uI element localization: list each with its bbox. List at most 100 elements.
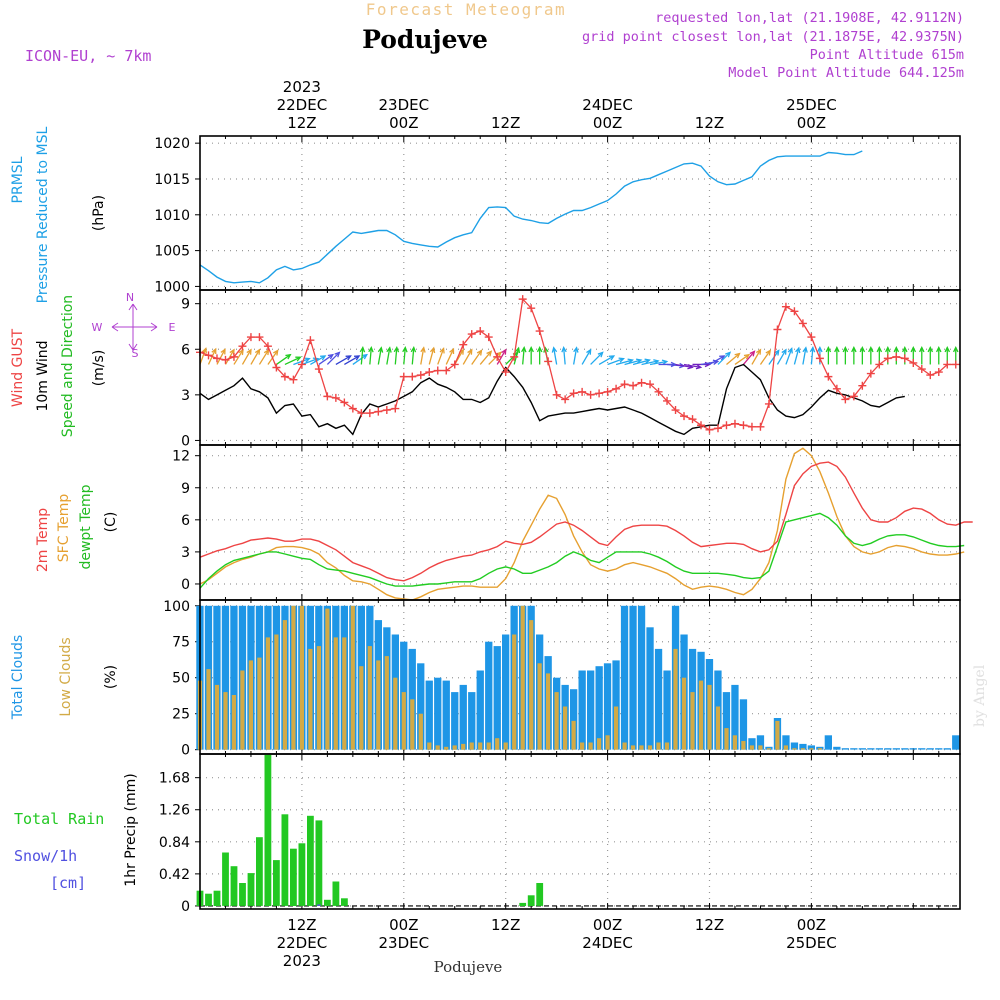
time-label-bottom: 12Z xyxy=(695,916,724,934)
wind-gust-marker xyxy=(892,352,901,361)
wind-arrow-head xyxy=(420,346,426,353)
wind-gust-marker xyxy=(815,354,824,363)
time-label-top: 12Z xyxy=(695,114,724,132)
wind-arrow-head xyxy=(695,363,703,370)
wind-arrow xyxy=(649,359,669,366)
compass-rose: N S W E xyxy=(92,291,176,360)
pressure-line xyxy=(199,150,863,284)
wind-gust-marker xyxy=(348,404,357,413)
total-cloud-bar xyxy=(570,689,578,750)
wind-gust-marker xyxy=(722,421,731,430)
y-tick-label: 9 xyxy=(181,481,190,497)
wind-arrow-shaft xyxy=(776,349,787,365)
low-cloud-bar xyxy=(630,745,636,750)
total-cloud-bar xyxy=(663,670,671,750)
total-cloud-bar xyxy=(417,663,425,750)
wind-gust-marker xyxy=(688,415,697,424)
time-label-top: 23DEC xyxy=(379,96,430,114)
low-cloud-bar xyxy=(342,637,347,750)
wind-arrow-head xyxy=(817,345,823,353)
wind-arrow-head xyxy=(936,345,942,353)
y-axis-unit: (C) xyxy=(103,512,119,533)
wind-gust-marker xyxy=(476,327,485,336)
wind-arrow-head xyxy=(834,345,840,353)
wind-gust-marker xyxy=(535,327,544,336)
wind-gust-line xyxy=(199,297,956,431)
low-cloud-bar xyxy=(766,748,771,750)
wind-arrow xyxy=(276,353,292,365)
wind-arrow-head xyxy=(644,358,651,364)
y-axis-unit: (m/s) xyxy=(91,350,107,387)
total-cloud-bar xyxy=(867,748,875,750)
wind-arrow xyxy=(742,350,756,365)
wind-gust-marker xyxy=(595,389,604,398)
total-cloud-bar xyxy=(892,748,900,750)
wind-gust-marker xyxy=(629,381,638,390)
low-cloud-bar xyxy=(367,646,372,750)
precip-legend: Total Rain Snow/1h [cm] xyxy=(14,810,104,892)
wind-gust-marker xyxy=(331,393,340,402)
low-cloud-bar xyxy=(206,669,211,750)
wind-gust-marker xyxy=(663,396,672,405)
wind-gust-marker xyxy=(459,340,468,349)
wind-arrow-head xyxy=(910,345,917,353)
wind-gust-marker xyxy=(730,419,739,428)
total-cloud-bar xyxy=(926,748,934,750)
y-axis-label: Wind GUST xyxy=(10,328,26,407)
wind-arrow-shaft xyxy=(751,349,762,365)
low-cloud-bar xyxy=(478,742,483,750)
wind-arrow-shaft xyxy=(258,349,270,365)
legend-snow: Snow/1h xyxy=(14,847,77,865)
low-cloud-bar xyxy=(792,748,797,750)
total-cloud-bar xyxy=(629,605,637,750)
wind-arrow-head xyxy=(368,346,374,353)
wind-arrow-head xyxy=(868,345,874,353)
wind-arrow-head xyxy=(521,346,527,353)
wind-gust-marker xyxy=(433,366,442,375)
wind-gust-marker xyxy=(204,351,213,360)
y-axis-label: 10m Wind xyxy=(35,340,51,411)
wind-gust-marker xyxy=(781,302,790,311)
low-cloud-bar xyxy=(614,706,619,750)
wind-gust-marker xyxy=(552,390,561,399)
wind-arrow-shaft xyxy=(581,349,592,365)
wind-arrow xyxy=(717,351,732,365)
total-cloud-bar xyxy=(637,605,646,750)
wind-arrow xyxy=(402,346,408,365)
total-cloud-bar xyxy=(620,605,629,750)
wind-arrow-shaft xyxy=(649,360,667,366)
compass-north: N xyxy=(126,291,134,304)
wind-arrow-shaft xyxy=(462,349,473,365)
y-tick-label: 1015 xyxy=(154,172,190,188)
footer-location: Podujeve xyxy=(434,958,503,976)
low-cloud-bar xyxy=(265,637,270,750)
wind-arrow-shaft xyxy=(624,359,642,366)
low-cloud-bar xyxy=(384,656,389,750)
y-axis-unit: (hPa) xyxy=(91,195,107,231)
wind-arrow-shaft xyxy=(709,355,725,366)
wind-gust-marker xyxy=(272,363,281,372)
wind-arrow xyxy=(445,347,455,365)
wind-gust-marker xyxy=(357,409,366,418)
wind-arrow xyxy=(359,346,366,365)
low-cloud-bar xyxy=(461,743,466,750)
low-cloud-bar xyxy=(554,692,559,750)
wind-arrow xyxy=(759,349,772,365)
wind-gust-marker xyxy=(620,380,629,389)
wind-gust-marker xyxy=(314,365,323,374)
wind-arrow xyxy=(868,345,874,365)
wind-gust-marker xyxy=(832,384,841,393)
wind-arrow-shaft xyxy=(553,347,558,365)
rain-bar xyxy=(230,866,238,906)
wind-arrow-shaft xyxy=(411,347,415,365)
wind-arrow-shaft xyxy=(377,347,382,365)
wind-arrow-head xyxy=(885,345,891,353)
time-label-bottom: 23DEC xyxy=(379,934,430,952)
wind-arrow xyxy=(842,345,849,365)
wind-arrow-shaft xyxy=(590,351,604,365)
low-cloud-bar xyxy=(359,666,364,750)
wind-arrow xyxy=(471,349,483,365)
wind-gust-marker xyxy=(493,352,502,361)
time-label-top: 12Z xyxy=(491,114,520,132)
